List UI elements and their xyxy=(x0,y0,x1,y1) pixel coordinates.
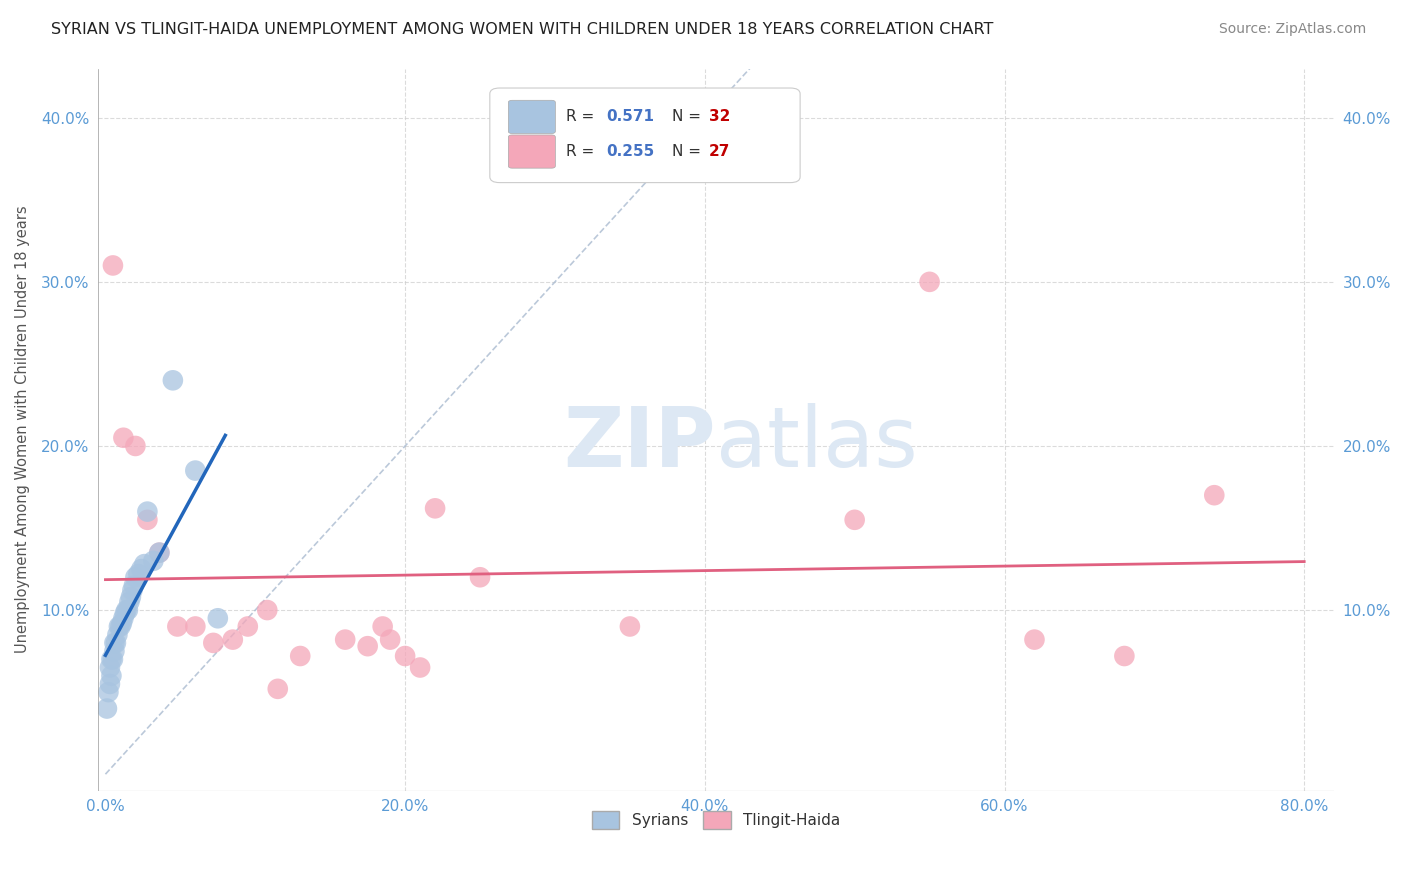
Text: N =: N = xyxy=(672,110,706,124)
Point xyxy=(378,632,401,647)
Point xyxy=(103,636,125,650)
Point xyxy=(356,639,378,653)
Point xyxy=(148,546,170,560)
Y-axis label: Unemployment Among Women with Children Under 18 years: Unemployment Among Women with Children U… xyxy=(15,206,30,653)
Point xyxy=(142,554,165,568)
Text: Source: ZipAtlas.com: Source: ZipAtlas.com xyxy=(1219,22,1367,37)
Point xyxy=(121,583,143,598)
Point xyxy=(112,431,135,445)
Point xyxy=(184,464,207,478)
Point xyxy=(468,570,491,584)
Point xyxy=(844,513,866,527)
Point xyxy=(184,619,207,633)
Point xyxy=(100,669,122,683)
Point xyxy=(101,652,124,666)
Text: N =: N = xyxy=(672,144,706,159)
Text: 0.571: 0.571 xyxy=(606,110,654,124)
Text: R =: R = xyxy=(567,110,599,124)
Point xyxy=(148,546,170,560)
Point xyxy=(110,619,132,633)
Point xyxy=(127,566,149,581)
Legend: Syrians, Tlingit-Haida: Syrians, Tlingit-Haida xyxy=(586,805,846,835)
Point xyxy=(423,501,446,516)
Point xyxy=(409,660,432,674)
Point xyxy=(97,685,120,699)
Point xyxy=(107,628,129,642)
Text: atlas: atlas xyxy=(716,403,918,484)
Point xyxy=(98,660,121,674)
Point xyxy=(120,590,142,604)
Point xyxy=(290,648,312,663)
Point xyxy=(335,632,357,647)
Text: 27: 27 xyxy=(709,144,730,159)
Point xyxy=(256,603,278,617)
Point xyxy=(202,636,225,650)
Text: R =: R = xyxy=(567,144,599,159)
Point xyxy=(1114,648,1136,663)
Point xyxy=(100,652,122,666)
FancyBboxPatch shape xyxy=(509,100,555,134)
Point xyxy=(136,513,159,527)
Point xyxy=(122,578,145,592)
Point xyxy=(124,570,146,584)
Point xyxy=(117,603,139,617)
Point xyxy=(111,616,134,631)
Point xyxy=(1024,632,1046,647)
Point xyxy=(136,505,159,519)
Point xyxy=(1204,488,1226,502)
Point xyxy=(118,595,141,609)
Point xyxy=(112,611,135,625)
Point xyxy=(96,701,118,715)
Point xyxy=(394,648,416,663)
Point xyxy=(918,275,941,289)
Point xyxy=(267,681,290,696)
Point xyxy=(162,373,184,387)
Point xyxy=(115,603,138,617)
FancyBboxPatch shape xyxy=(509,135,555,169)
Point xyxy=(124,439,146,453)
Point xyxy=(98,677,121,691)
Point xyxy=(108,619,131,633)
Point xyxy=(166,619,188,633)
Point xyxy=(104,636,127,650)
Text: 32: 32 xyxy=(709,110,730,124)
Point xyxy=(131,562,153,576)
Point xyxy=(222,632,245,647)
Point xyxy=(114,607,136,621)
Point xyxy=(371,619,394,633)
Text: ZIP: ZIP xyxy=(564,403,716,484)
FancyBboxPatch shape xyxy=(489,88,800,183)
Point xyxy=(103,644,125,658)
Point xyxy=(101,259,124,273)
Point xyxy=(207,611,229,625)
Point xyxy=(619,619,641,633)
Text: 0.255: 0.255 xyxy=(606,144,654,159)
Point xyxy=(236,619,259,633)
Point xyxy=(134,557,156,571)
Text: SYRIAN VS TLINGIT-HAIDA UNEMPLOYMENT AMONG WOMEN WITH CHILDREN UNDER 18 YEARS CO: SYRIAN VS TLINGIT-HAIDA UNEMPLOYMENT AMO… xyxy=(51,22,993,37)
